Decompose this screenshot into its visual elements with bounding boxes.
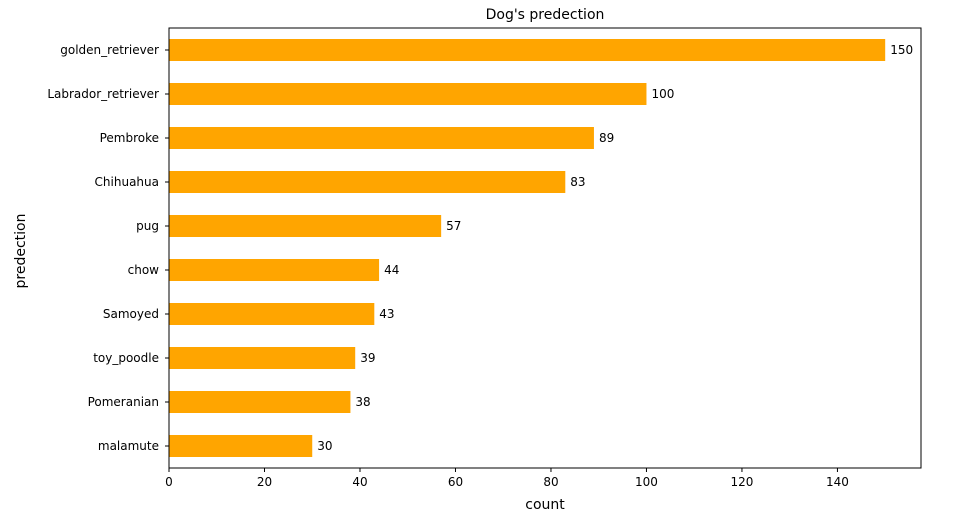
y-tick-label-chow: chow [128,263,160,277]
x-tick-label-100: 100 [635,475,658,489]
chart-title: Dog's predection [486,7,605,23]
y-tick-label-toy_poodle: toy_poodle [93,351,159,365]
bar-malamute [169,435,313,457]
y-tick-label-Samoyed: Samoyed [103,307,159,321]
bar-toy_poodle [169,347,356,369]
y-axis-ticks: golden_retriever Labrador_retriever Pembro… [47,43,169,453]
y-tick-label-Labrador_retriever: Labrador_retriever [47,87,159,101]
bar-Samoyed [169,303,375,325]
bar-Chihuahua [169,171,566,193]
x-axis-ticks: 0 20 40 60 80 100 120 140 [165,468,849,489]
x-axis-label: count [525,497,565,513]
y-axis-label: predection [13,214,29,289]
bar-golden_retriever [169,39,886,61]
bar-Pomeranian [169,391,351,413]
y-tick-label-pug: pug [136,219,159,233]
bar-Labrador_retriever [169,83,647,105]
y-tick-label-Pembroke: Pembroke [100,131,159,145]
x-tick-label-20: 20 [257,475,272,489]
x-tick-label-60: 60 [448,475,463,489]
x-tick-label-140: 140 [826,475,849,489]
data-label-malamute: 30 [317,439,332,453]
x-tick-label-0: 0 [165,475,173,489]
data-label-Chihuahua: 83 [570,175,585,189]
bar-pug [169,215,442,237]
data-labels-group: 150 100 89 83 57 44 43 39 38 30 [317,43,913,453]
bar-chow [169,259,380,281]
y-tick-label-Chihuahua: Chihuahua [95,175,159,189]
plot-frame [168,27,922,469]
bars-group [169,39,886,457]
data-label-pug: 57 [446,219,461,233]
data-label-Pembroke: 89 [599,131,614,145]
y-tick-label-Pomeranian: Pomeranian [88,395,159,409]
y-tick-label-malamute: malamute [98,439,159,453]
bar-Pembroke [169,127,594,149]
x-tick-label-80: 80 [543,475,558,489]
data-label-Samoyed: 43 [379,307,394,321]
data-label-Labrador_retriever: 100 [651,87,674,101]
data-label-toy_poodle: 39 [360,351,375,365]
data-label-Pomeranian: 38 [355,395,370,409]
data-label-chow: 44 [384,263,399,277]
data-label-golden_retriever: 150 [890,43,913,57]
x-tick-label-40: 40 [352,475,367,489]
x-tick-label-120: 120 [730,475,753,489]
y-tick-label-golden_retriever: golden_retriever [60,43,159,57]
